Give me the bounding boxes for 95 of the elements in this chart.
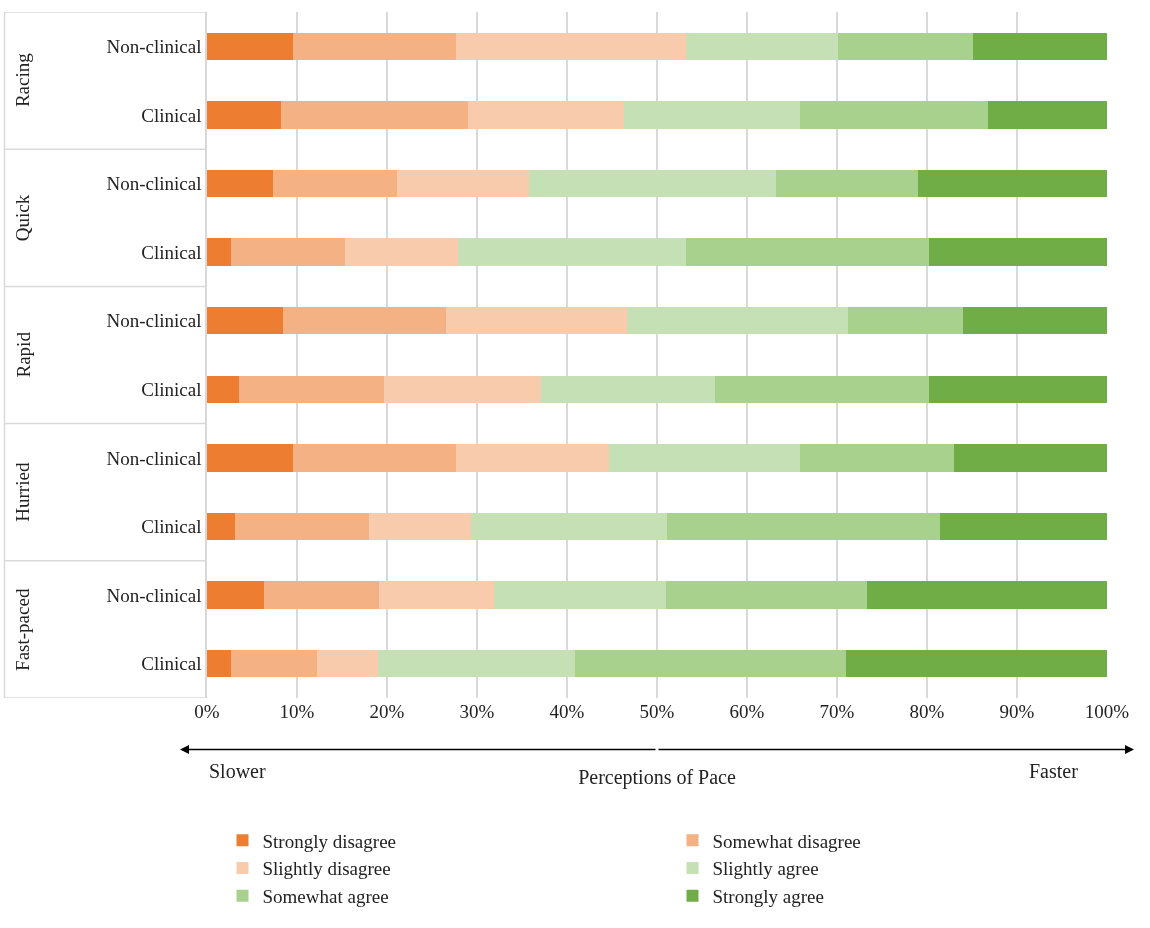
bar [369, 512, 471, 541]
bar [775, 169, 918, 198]
bar [378, 649, 576, 678]
bar [954, 444, 1107, 472]
x-tick-label: 20% [369, 701, 405, 722]
bar [988, 101, 1107, 129]
y-tick-label: Clinical [141, 104, 202, 126]
bar [963, 306, 1107, 335]
bar [207, 169, 273, 198]
bar [627, 306, 848, 335]
bar [468, 101, 624, 129]
text: Racing [11, 52, 33, 108]
bar [456, 444, 610, 472]
text: Fast-paced [12, 588, 34, 671]
y-tick-label: Non-clinical [106, 310, 202, 332]
bar [458, 238, 686, 266]
bar [272, 169, 397, 198]
bar [714, 375, 929, 404]
y-tick-label: Non-clinical [106, 35, 202, 57]
bar [239, 375, 385, 404]
bar [293, 32, 457, 61]
bar [231, 238, 345, 266]
bar [928, 238, 1107, 266]
bar [280, 101, 468, 129]
bar [846, 649, 1107, 678]
text: Hurried [12, 462, 34, 522]
bar [540, 375, 715, 404]
text: Rapid [12, 331, 34, 378]
bar [529, 169, 776, 198]
bar [207, 581, 264, 609]
y-tick-label: Non-clinical [106, 173, 202, 195]
bar [666, 512, 940, 541]
legend-label: Strongly agree [712, 886, 824, 908]
x-tick-label: 70% [819, 701, 855, 722]
bar [685, 238, 929, 266]
legend-label: Strongly disagree [262, 830, 397, 852]
bar [456, 32, 686, 61]
bar [918, 169, 1107, 198]
bar [282, 306, 447, 335]
bar [231, 649, 317, 678]
y-tick-label: Clinical [141, 516, 202, 538]
y-tick-label: Non-clinical [106, 584, 202, 606]
bar [939, 512, 1107, 541]
bar [207, 375, 240, 404]
x-tick-label: 60% [729, 701, 765, 722]
bar [666, 581, 867, 609]
bar [207, 512, 235, 541]
bar [378, 581, 495, 609]
x-tick-label: 10% [279, 701, 315, 722]
bar [207, 306, 283, 335]
y-tick-label: Clinical [141, 653, 202, 675]
bar [685, 32, 838, 61]
bar [928, 375, 1107, 404]
legend-label: Somewhat disagree [712, 830, 861, 852]
x-tick-label: 100% [1084, 701, 1130, 722]
text: Quick [11, 194, 33, 242]
bar [207, 444, 294, 472]
x-tick-label: 50% [639, 701, 675, 722]
bar [866, 581, 1107, 609]
y-tick-label: Clinical [141, 241, 202, 263]
bar [207, 238, 232, 266]
bar [263, 581, 379, 609]
x-tick-label: 0% [194, 701, 220, 722]
text: Slower [209, 760, 266, 782]
y-tick-label: Non-clinical [106, 447, 202, 469]
bar [623, 101, 801, 129]
bar [470, 512, 667, 541]
bar [396, 169, 530, 198]
bar [293, 444, 457, 472]
bar [837, 32, 973, 61]
bar [384, 375, 541, 404]
bar [494, 581, 666, 609]
y-tick-label: Clinical [141, 378, 202, 400]
bar [800, 101, 989, 129]
bar [207, 101, 281, 129]
bar [207, 649, 232, 678]
text: Faster [1029, 760, 1079, 782]
x-tick-label: 80% [909, 701, 945, 722]
bar [575, 649, 846, 678]
bar [800, 444, 954, 472]
bar [847, 306, 963, 335]
legend-label: Slightly agree [712, 858, 819, 880]
bar [316, 649, 378, 678]
bar [344, 238, 459, 266]
legend-label: Somewhat agree [262, 886, 389, 908]
legend-label: Slightly disagree [262, 858, 391, 880]
x-tick-label: 40% [549, 701, 585, 722]
bar [609, 444, 801, 472]
bar [972, 32, 1107, 61]
x-axis-title: Perceptions of Pace [578, 765, 736, 789]
bar [446, 306, 628, 335]
bar [207, 32, 294, 61]
x-tick-label: 90% [999, 701, 1035, 722]
bar [234, 512, 369, 541]
x-tick-label: 30% [459, 701, 495, 722]
